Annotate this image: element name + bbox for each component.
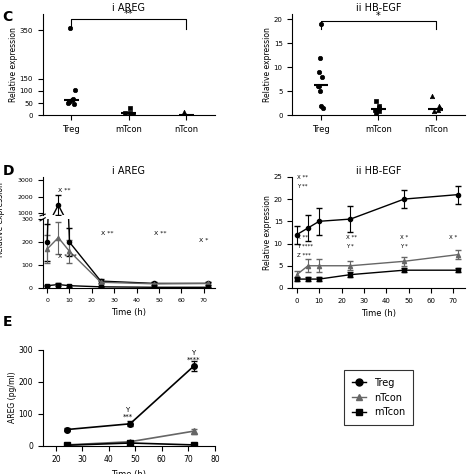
Point [65, 98, 73, 106]
Point [319, 104, 327, 112]
Point [372, 109, 380, 117]
Text: Y
***: Y *** [122, 407, 133, 420]
Point [371, 107, 379, 114]
Text: Y
****: Y **** [187, 350, 201, 363]
Point [68, 96, 76, 104]
Point [314, 82, 322, 90]
Text: X *: X * [449, 235, 457, 240]
Point [127, 109, 134, 117]
Point [180, 110, 187, 118]
Legend: Treg, nTcon, mTcon: Treg, nTcon, mTcon [344, 370, 413, 425]
Text: X ****: X **** [58, 254, 77, 259]
Point [180, 109, 188, 116]
Point [128, 110, 135, 118]
Point [430, 108, 438, 115]
Y-axis label: Relative expression: Relative expression [263, 27, 272, 102]
Title: ii HB-EGF: ii HB-EGF [356, 166, 401, 176]
Point [129, 110, 137, 118]
Point [375, 104, 383, 112]
Text: X *: X * [199, 238, 209, 243]
Point [316, 82, 323, 90]
Point [372, 97, 380, 105]
Title: i AREG: i AREG [112, 166, 145, 176]
Title: ii HB-EGF: ii HB-EGF [356, 3, 401, 13]
Point [428, 92, 436, 100]
Point [375, 108, 383, 115]
Point [317, 102, 325, 109]
Text: Y *: Y * [346, 244, 354, 249]
Text: X **: X ** [58, 188, 71, 193]
Point [436, 104, 443, 112]
Point [71, 86, 79, 93]
Point [181, 111, 188, 118]
Point [316, 68, 323, 76]
Text: X *: X * [400, 235, 408, 240]
Y-axis label: AREG (pg/ml): AREG (pg/ml) [8, 372, 17, 423]
Point [71, 100, 78, 107]
Point [121, 109, 129, 117]
Text: Y ****: Y **** [297, 244, 313, 249]
Point [375, 102, 383, 109]
Y-axis label: Relative expression: Relative expression [0, 182, 5, 257]
Point [436, 102, 443, 109]
Text: Y *: Y * [400, 244, 408, 249]
Y-axis label: Relative expression: Relative expression [263, 195, 272, 270]
Text: **: ** [124, 9, 134, 18]
Text: D: D [2, 164, 14, 178]
Point [69, 96, 77, 103]
Text: Z ***: Z *** [297, 253, 310, 258]
Point [317, 54, 324, 61]
X-axis label: Time (h): Time (h) [111, 308, 146, 317]
Point [180, 111, 187, 118]
Title: i AREG: i AREG [112, 3, 145, 13]
X-axis label: Time (h): Time (h) [361, 309, 396, 318]
Point [64, 99, 72, 107]
Y-axis label: Relative expression: Relative expression [9, 27, 18, 102]
Text: X **: X ** [101, 231, 113, 237]
Text: C: C [2, 10, 13, 25]
Text: *: * [376, 11, 381, 21]
Point [318, 73, 326, 81]
Text: X **: X ** [155, 231, 167, 237]
Text: X **: X ** [346, 235, 357, 240]
Text: X **: X ** [297, 235, 308, 240]
Text: E: E [2, 315, 12, 329]
Text: Y **: Y ** [297, 184, 307, 189]
X-axis label: Time (h): Time (h) [111, 470, 146, 474]
Point [126, 104, 133, 112]
Point [65, 97, 73, 105]
Point [318, 20, 325, 27]
Point [316, 87, 324, 95]
Point [66, 24, 74, 31]
Text: X **: X ** [297, 175, 308, 180]
Point [435, 107, 442, 114]
